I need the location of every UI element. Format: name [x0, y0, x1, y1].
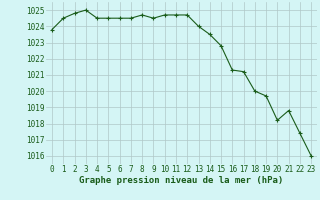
- X-axis label: Graphe pression niveau de la mer (hPa): Graphe pression niveau de la mer (hPa): [79, 176, 284, 185]
